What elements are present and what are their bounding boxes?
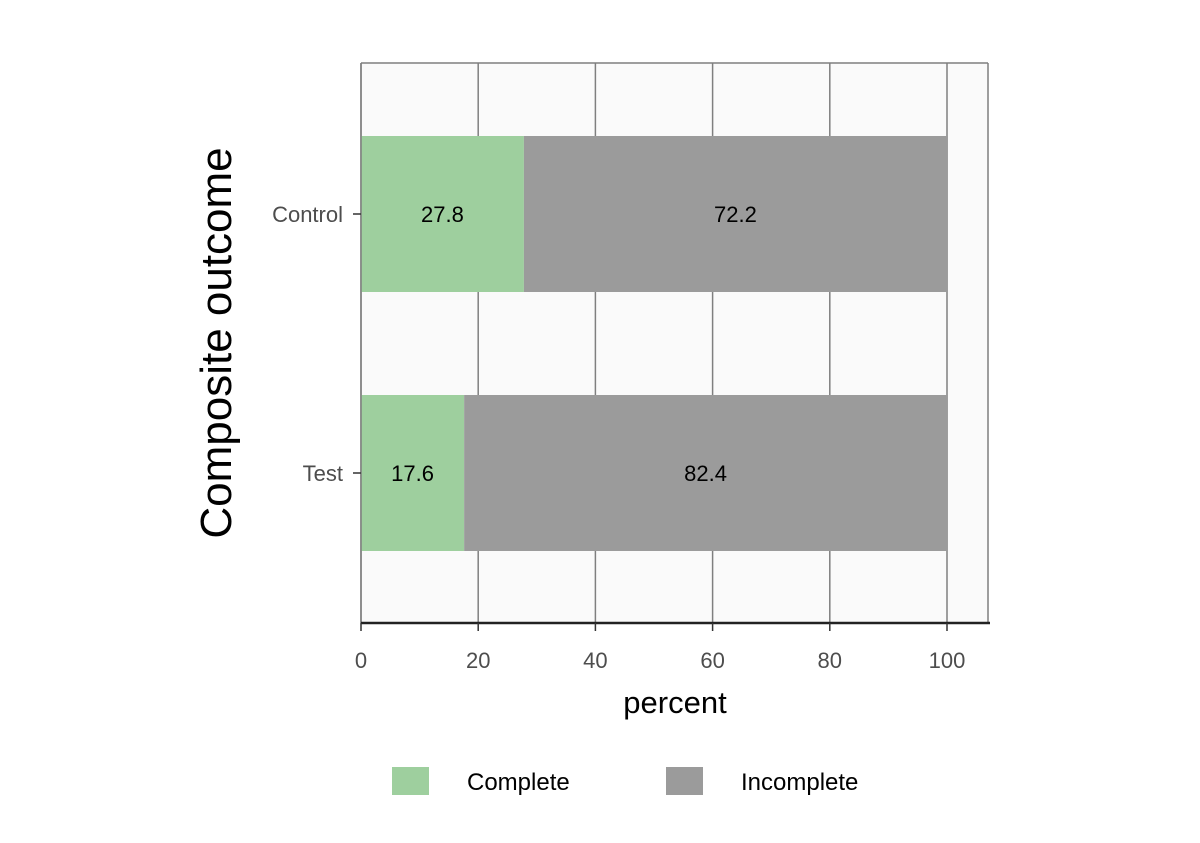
y-axis-category-labels: Control Test xyxy=(272,202,361,486)
bars xyxy=(361,136,947,551)
x-axis-title: percent xyxy=(623,685,727,720)
bar-incomplete-control xyxy=(523,136,947,292)
x-tick-label: 100 xyxy=(929,648,966,673)
x-tick-label: 60 xyxy=(700,648,724,673)
bar-complete-control xyxy=(361,136,524,292)
legend-label-complete: Complete xyxy=(467,769,570,796)
bar-incomplete-test xyxy=(464,395,947,551)
x-tick-label: 20 xyxy=(466,648,490,673)
bar-data-label: 72.2 xyxy=(714,202,757,227)
bar-data-label: 17.6 xyxy=(391,461,434,486)
x-axis-ticks: 0 20 40 60 80 100 xyxy=(355,623,965,673)
bar-data-label: 82.4 xyxy=(684,461,727,486)
legend-label-incomplete: Incomplete xyxy=(741,769,858,796)
y-axis-title: Composite outcome xyxy=(192,147,241,538)
legend: Complete Incomplete xyxy=(392,767,858,796)
x-tick-label: 80 xyxy=(818,648,842,673)
legend-key-complete xyxy=(392,767,429,795)
legend-key-incomplete xyxy=(666,767,703,795)
bar-data-label: 27.8 xyxy=(421,202,464,227)
y-category-label: Test xyxy=(303,461,343,486)
y-category-label: Control xyxy=(272,202,343,227)
panel-frame xyxy=(360,62,990,625)
bar-complete-test xyxy=(361,395,465,551)
bar-labels: 27.8 72.2 17.6 82.4 xyxy=(391,202,757,486)
x-tick-label: 0 xyxy=(355,648,367,673)
x-tick-label: 40 xyxy=(583,648,607,673)
